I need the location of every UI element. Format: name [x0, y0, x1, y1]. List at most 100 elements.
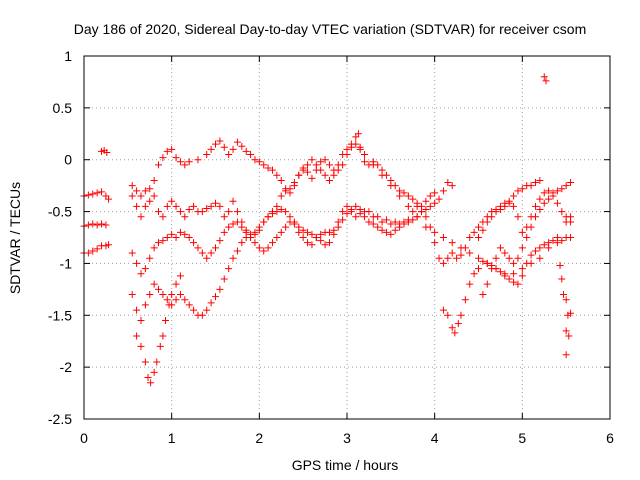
data-point-track-e: [163, 147, 171, 155]
data-point-track-j: [510, 278, 518, 286]
data-point-track-l: [518, 244, 526, 252]
data-point-track-h: [369, 220, 377, 228]
data-point-track-g: [457, 244, 465, 252]
data-point-track-h: [176, 291, 184, 299]
data-point-track-g: [225, 223, 233, 231]
data-point-track-e: [321, 156, 329, 164]
data-point-track-j: [444, 311, 452, 319]
data-point-track-f: [475, 223, 482, 231]
data-point-track-h: [308, 230, 316, 238]
data-point-track-g: [321, 171, 329, 179]
data-point-track-h: [220, 275, 228, 283]
y-tick-label: -2.5: [48, 411, 72, 427]
data-point-track-f: [185, 205, 193, 213]
data-point-track-e: [185, 158, 193, 166]
data-point-track-a: [98, 188, 106, 196]
data-point-track-l: [488, 265, 496, 273]
data-point-track-f: [141, 202, 149, 210]
x-tick-label: 5: [518, 430, 526, 446]
data-point-track-f: [299, 234, 307, 241]
data-point-track-g: [361, 151, 369, 159]
data-point-track-k: [501, 202, 509, 210]
data-point-track-b: [93, 221, 101, 229]
data-point-track-h: [396, 223, 404, 231]
data-point-track-k: [558, 208, 566, 216]
data-point-track-f: [207, 202, 215, 210]
data-point-track-k: [492, 208, 500, 216]
data-point-track-e: [150, 176, 158, 184]
data-point-track-g: [133, 259, 141, 267]
y-tick-label: 1: [64, 48, 72, 64]
data-point-track-h: [299, 226, 307, 234]
data-point-track-h: [155, 285, 163, 293]
data-point-track-h: [409, 216, 417, 224]
data-point-track-e: [168, 145, 176, 153]
data-point-track-l: [567, 179, 575, 187]
data-point-track-e: [181, 161, 189, 169]
data-point-track-h: [141, 301, 149, 309]
data-point-track-g: [325, 176, 333, 184]
data-point-track-i: [159, 332, 167, 340]
data-point-track-g: [378, 171, 386, 179]
data-point-track-f: [536, 176, 544, 184]
data-point-track-h: [321, 241, 329, 249]
data-point-track-l: [510, 259, 518, 267]
data-point-track-f: [339, 208, 347, 216]
data-point-track-e: [155, 161, 163, 169]
data-point-track-e: [225, 151, 233, 159]
data-point-track-i: [156, 342, 164, 350]
data-point-track-h: [251, 228, 259, 236]
data-point-track-f: [514, 187, 522, 195]
data-point-track-h: [238, 239, 246, 247]
data-point-track-l: [558, 185, 566, 193]
data-point-track-c: [93, 245, 101, 253]
data-point-track-h: [413, 213, 421, 221]
data-point-track-e: [172, 154, 180, 162]
data-point-track-h: [233, 247, 241, 255]
data-point-track-h: [216, 285, 224, 293]
data-point-track-g: [229, 220, 237, 228]
data-point-track-e: [159, 154, 167, 162]
data-point-track-j: [523, 259, 531, 267]
data-point-track-g: [203, 254, 211, 262]
x-tick-label: 1: [168, 430, 176, 446]
data-point-track-i: [165, 301, 173, 309]
data-point-track-b: [98, 220, 106, 228]
data-point-track-i: [144, 374, 152, 382]
data-point-track-f: [510, 192, 518, 200]
data-point-track-f: [343, 202, 351, 210]
data-point-track-h: [400, 220, 408, 228]
data-point-track-j: [558, 237, 566, 245]
data-point-track-j: [466, 280, 474, 288]
data-point-track-m: [562, 351, 570, 359]
data-point-track-j: [501, 272, 509, 280]
data-point-track-d: [103, 148, 111, 156]
data-point-track-g: [172, 234, 180, 241]
data-point-track-m: [562, 296, 570, 304]
data-point-track-b: [84, 221, 92, 229]
data-point-track-e: [255, 158, 263, 166]
data-point-track-f: [466, 234, 474, 241]
data-point-track-h: [330, 230, 338, 238]
data-point-track-c: [89, 247, 97, 255]
data-point-track-g: [299, 166, 307, 174]
data-point-track-f: [150, 192, 158, 200]
data-point-track-h: [242, 234, 250, 241]
data-point-track-g: [352, 140, 360, 148]
data-point-track-l: [531, 213, 539, 221]
data-point-track-g: [304, 161, 312, 169]
data-point-track-k: [483, 218, 491, 226]
data-point-track-g: [150, 244, 158, 252]
data-point-track-e: [260, 161, 268, 169]
data-point-track-e: [247, 151, 255, 159]
data-point-track-f: [518, 185, 526, 193]
chart-title: Day 186 of 2020, Sidereal Day-to-day VTE…: [74, 21, 587, 37]
data-point-track-f: [264, 244, 272, 252]
data-point-track-h: [190, 306, 198, 314]
data-point-track-h: [343, 210, 351, 218]
data-point-track-e: [448, 182, 456, 190]
data-point-track-g: [282, 187, 290, 195]
data-point-track-j: [439, 306, 447, 314]
data-point-track-g: [312, 161, 320, 169]
data-point-track-j: [553, 239, 561, 247]
